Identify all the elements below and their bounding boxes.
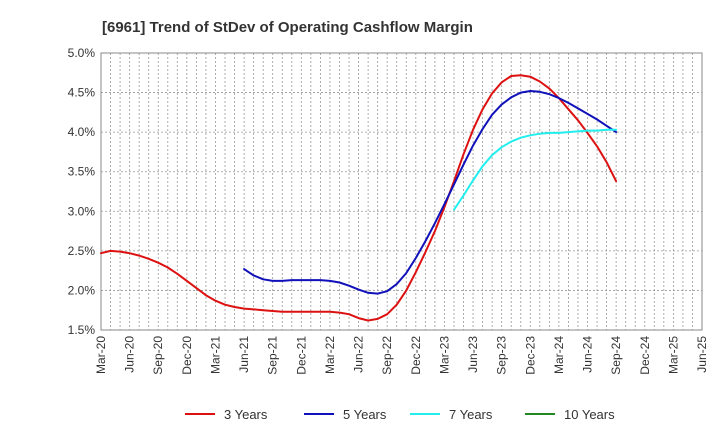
x-tick-label: Sep-21: [266, 336, 280, 375]
series-line-3-years: [100, 74, 618, 322]
x-tick-label: Sep-24: [609, 336, 623, 375]
y-tick-label: 2.0%: [68, 283, 96, 297]
y-axis-tick-labels: 1.5% 2.0% 2.5% 3.0% 3.5% 4.0% 4.5% 5.0%: [68, 46, 96, 337]
x-tick-label: Jun-20: [123, 336, 137, 373]
x-tick-label: Jun-22: [352, 336, 366, 373]
x-tick-label: Mar-22: [323, 336, 337, 374]
x-tick-label: Jun-24: [581, 336, 595, 373]
x-tick-label: Dec-24: [638, 336, 652, 375]
x-tick-label: Jun-21: [237, 336, 251, 373]
y-tick-label: 3.0%: [68, 204, 96, 218]
x-tick-label: Mar-23: [437, 336, 451, 374]
legend-label: 7 Years: [449, 407, 493, 422]
y-tick-label: 3.5%: [68, 165, 96, 179]
y-tick-label: 4.0%: [68, 125, 96, 139]
y-tick-label: 4.5%: [68, 86, 96, 100]
x-tick-label: Mar-25: [666, 336, 680, 374]
plot-area-border: [100, 52, 703, 331]
x-tick-label: Mar-20: [94, 336, 108, 374]
x-tick-label: Mar-21: [208, 336, 222, 374]
y-tick-label: 5.0%: [68, 46, 96, 60]
series-lines: [100, 74, 618, 322]
series-line-7-years: [453, 128, 618, 211]
x-tick-label: Dec-23: [523, 336, 537, 375]
x-tick-label: Jun-25: [695, 336, 709, 373]
series-line-5-years: [243, 90, 618, 295]
x-axis-tick-labels: Mar-20 Jun-20 Sep-20 Dec-20 Mar-21 Jun-21 Sep-…: [94, 336, 709, 375]
x-tick-label: Sep-22: [380, 336, 394, 375]
legend-label: 3 Years: [224, 407, 268, 422]
chart-title: [6961] Trend of StDev of Operating Cashf…: [102, 19, 473, 36]
y-tick-label: 1.5%: [68, 323, 96, 337]
x-tick-label: Dec-22: [409, 336, 423, 375]
legend-label: 10 Years: [564, 407, 615, 422]
legend-label: 5 Years: [343, 407, 387, 422]
grid: [101, 53, 702, 330]
x-tick-label: Jun-23: [466, 336, 480, 373]
x-tick-label: Dec-21: [294, 336, 308, 375]
x-tick-label: Mar-24: [552, 336, 566, 374]
legend: 3 Years 5 Years 7 Years 10 Years: [185, 407, 615, 422]
x-tick-label: Dec-20: [180, 336, 194, 375]
x-tick-label: Sep-20: [151, 336, 165, 375]
x-tick-label: Sep-23: [495, 336, 509, 375]
y-tick-label: 2.5%: [68, 244, 96, 258]
